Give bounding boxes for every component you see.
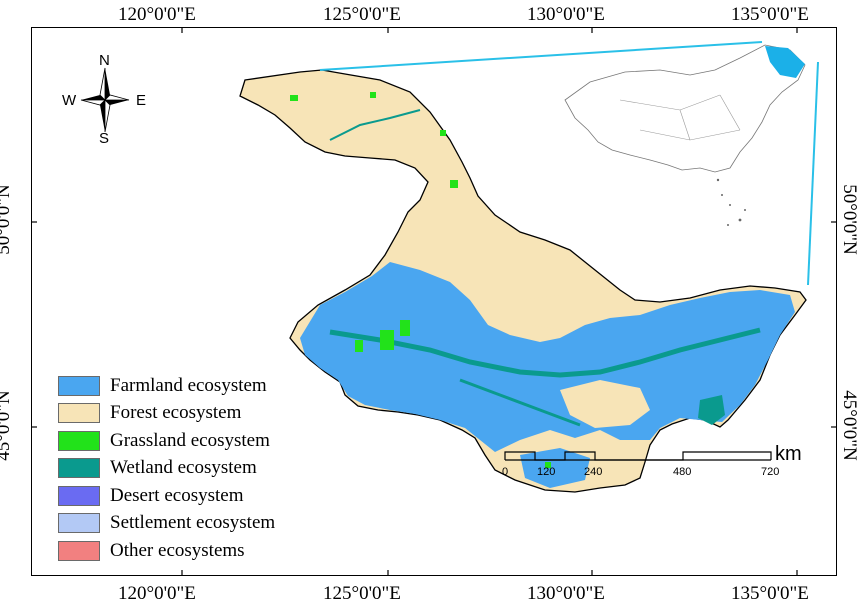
compass-w-label: W — [62, 92, 77, 109]
top-lon-label: 120°0'0"E — [118, 4, 196, 25]
inset-islands — [716, 178, 746, 226]
legend-swatch — [58, 485, 100, 506]
scale-tick-label: 0 — [502, 466, 509, 478]
scale-tick-label: 480 — [673, 466, 692, 478]
bottom-lon-label: 130°0'0"E — [527, 583, 605, 604]
top-lon-label: 130°0'0"E — [527, 4, 605, 25]
legend-label: Other ecosystems — [110, 539, 245, 561]
farmland-south — [480, 392, 545, 432]
compass-s-label: S — [99, 130, 110, 147]
legend-swatch — [58, 458, 100, 479]
china-inset-outline — [564, 44, 806, 173]
bottom-lon-label: 135°0'0"E — [731, 583, 809, 604]
forest-patch — [520, 295, 580, 330]
legend-item-settlement: Settlement ecosystem — [58, 510, 275, 538]
farmland-southwest — [520, 448, 590, 488]
wetland-region — [698, 395, 725, 425]
legend-item-farmland: Farmland ecosystem — [58, 372, 275, 400]
legend-label: Grassland ecosystem — [110, 429, 270, 451]
scale-unit-label: km — [775, 443, 802, 465]
legend-label: Wetland ecosystem — [110, 457, 257, 479]
legend-item-grassland: Grassland ecosystem — [58, 427, 275, 455]
legend-label: Forest ecosystem — [110, 402, 242, 424]
wetland-band — [329, 327, 761, 378]
scale-tick-label: 240 — [584, 466, 603, 478]
compass-n-label: N — [99, 52, 110, 69]
legend-item-forest: Forest ecosystem — [58, 400, 275, 428]
legend-label: Settlement ecosystem — [110, 512, 276, 534]
north-arrow — [80, 67, 130, 133]
farmland-region — [300, 262, 795, 452]
legend-swatch — [58, 375, 100, 396]
heilongjiang-inset-highlight — [765, 46, 805, 78]
scale-tick-label: 120 — [537, 466, 556, 478]
inset-province-lines — [619, 94, 741, 141]
legend-item-wetland: Wetland ecosystem — [58, 455, 275, 483]
frame-ticks — [31, 27, 837, 576]
scale-bar — [504, 451, 772, 461]
compass-e-label: E — [136, 92, 147, 109]
legend-label: Farmland ecosystem — [110, 374, 267, 396]
bottom-lon-label: 120°0'0"E — [118, 583, 196, 604]
top-lon-label: 125°0'0"E — [323, 4, 401, 25]
bottom-lon-label: 125°0'0"E — [323, 583, 401, 604]
inset-connector-lines — [319, 41, 819, 286]
top-lon-label: 135°0'0"E — [731, 4, 809, 25]
legend: Farmland ecosystem Forest ecosystem Gras… — [58, 372, 275, 565]
scale-tick-label: 720 — [761, 466, 780, 478]
legend-swatch — [58, 513, 100, 534]
legend-item-desert: Desert ecosystem — [58, 482, 275, 510]
legend-swatch — [58, 430, 100, 451]
legend-item-other: Other ecosystems — [58, 537, 275, 565]
wetland-band — [459, 378, 581, 427]
forest-patch — [560, 380, 650, 428]
wetland-band — [329, 109, 421, 141]
legend-label: Desert ecosystem — [110, 484, 244, 506]
legend-swatch — [58, 403, 100, 424]
grassland-patches — [290, 92, 551, 468]
legend-swatch — [58, 540, 100, 561]
